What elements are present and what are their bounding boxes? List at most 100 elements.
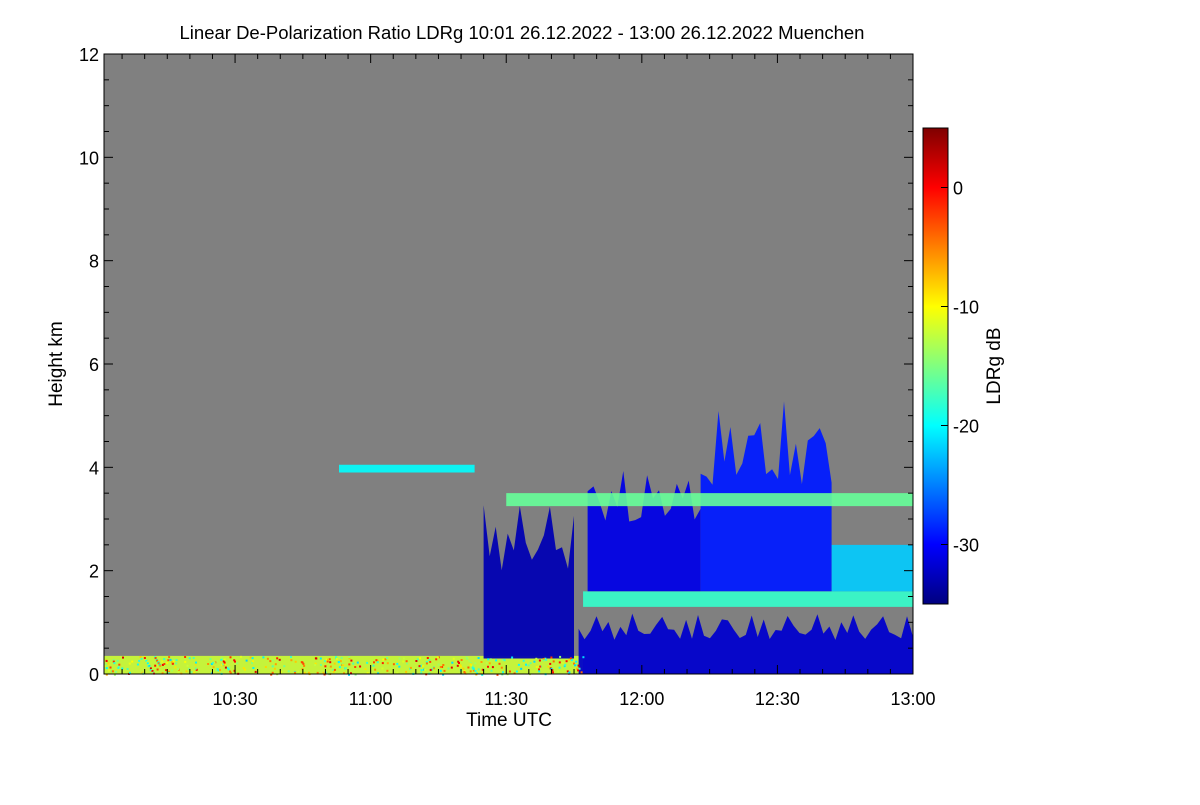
noise-speck <box>372 664 375 667</box>
noise-speck <box>425 662 428 665</box>
noise-speck <box>245 659 248 662</box>
x-axis-label: Time UTC <box>466 710 552 731</box>
noise-speck <box>487 665 489 668</box>
noise-speck <box>233 659 236 662</box>
noise-speck <box>495 659 498 662</box>
noise-speck <box>366 672 369 674</box>
noise-speck <box>212 666 215 669</box>
noise-speck <box>498 662 501 665</box>
noise-speck <box>207 663 210 665</box>
noise-speck <box>377 672 380 675</box>
noise-speck <box>314 662 317 665</box>
noise-speck <box>331 669 334 671</box>
noise-speck <box>188 668 190 671</box>
noise-speck <box>333 668 336 671</box>
noise-speck <box>460 665 462 668</box>
noise-speck <box>269 660 272 663</box>
noise-speck <box>424 668 427 671</box>
noise-speck <box>294 671 296 674</box>
noise-speck <box>426 657 429 659</box>
noise-speck <box>450 666 453 669</box>
x-tick-label: 11:30 <box>484 689 528 709</box>
noise-speck <box>402 660 405 663</box>
noise-speck <box>145 659 148 662</box>
noise-speck <box>303 669 306 672</box>
noise-speck <box>167 659 170 662</box>
noise-speck <box>184 660 187 663</box>
noise-speck <box>421 665 424 667</box>
noise-speck <box>220 658 223 661</box>
noise-speck <box>229 656 232 659</box>
noise-speck <box>469 663 472 666</box>
colorbar-tick-label: -30 <box>953 536 979 556</box>
colorbar-ticks: 0 -10 -20 -30 <box>941 179 979 556</box>
noise-speck <box>105 667 108 670</box>
noise-speck <box>550 667 553 670</box>
noise-speck <box>465 656 468 659</box>
noise-speck <box>229 670 231 673</box>
noise-speck <box>345 667 347 670</box>
noise-speck <box>215 669 218 672</box>
noise-speck <box>354 666 357 668</box>
noise-speck <box>278 658 281 661</box>
noise-speck <box>177 668 180 670</box>
noise-speck <box>538 666 541 669</box>
noise-speck <box>128 671 131 674</box>
noise-speck <box>527 664 530 667</box>
noise-speck <box>433 667 436 670</box>
data-noise <box>104 655 585 676</box>
x-tick-label: 11:00 <box>349 689 393 709</box>
noise-speck <box>161 672 164 675</box>
noise-speck <box>228 666 231 669</box>
noise-speck <box>240 655 242 658</box>
noise-speck <box>396 671 399 674</box>
noise-speck <box>576 664 579 666</box>
noise-speck <box>221 658 224 661</box>
noise-speck <box>409 666 412 669</box>
noise-speck <box>172 658 175 661</box>
noise-speck <box>184 656 187 658</box>
noise-speck <box>423 668 425 671</box>
noise-speck <box>336 657 338 660</box>
noise-speck <box>326 660 329 663</box>
noise-speck <box>168 656 171 659</box>
noise-speck <box>538 670 541 673</box>
noise-speck <box>316 671 319 674</box>
noise-speck <box>221 663 224 666</box>
noise-speck <box>577 664 580 667</box>
noise-speck <box>348 663 351 666</box>
noise-speck <box>452 657 455 660</box>
noise-speck <box>535 657 538 660</box>
noise-speck <box>138 659 141 662</box>
noise-speck <box>580 671 583 674</box>
noise-speck <box>356 661 359 664</box>
noise-speck <box>224 663 227 666</box>
noise-speck <box>104 664 107 667</box>
noise-speck <box>210 672 213 675</box>
noise-speck <box>467 666 470 669</box>
noise-speck <box>398 665 401 668</box>
noise-speck <box>332 670 335 673</box>
noise-speck <box>270 673 273 676</box>
noise-speck <box>384 658 387 661</box>
noise-speck <box>175 662 178 665</box>
noise-speck <box>126 668 129 670</box>
noise-speck <box>325 658 328 661</box>
x-axis: 10:30 11:00 11:30 12:00 12:30 13:00 <box>121 54 936 709</box>
noise-speck <box>322 671 325 674</box>
noise-speck <box>117 666 120 669</box>
noise-speck <box>327 658 329 661</box>
x-tick-label: 12:00 <box>619 689 664 709</box>
noise-speck <box>547 665 550 668</box>
noise-speck <box>522 659 525 662</box>
noise-speck <box>348 657 351 660</box>
noise-speck <box>169 658 172 661</box>
noise-speck <box>223 658 226 661</box>
noise-speck <box>337 657 340 660</box>
data-feature <box>583 591 913 607</box>
noise-speck <box>487 658 490 661</box>
noise-speck <box>105 660 108 662</box>
y-tick-label: 4 <box>89 458 99 478</box>
noise-speck <box>437 663 440 666</box>
